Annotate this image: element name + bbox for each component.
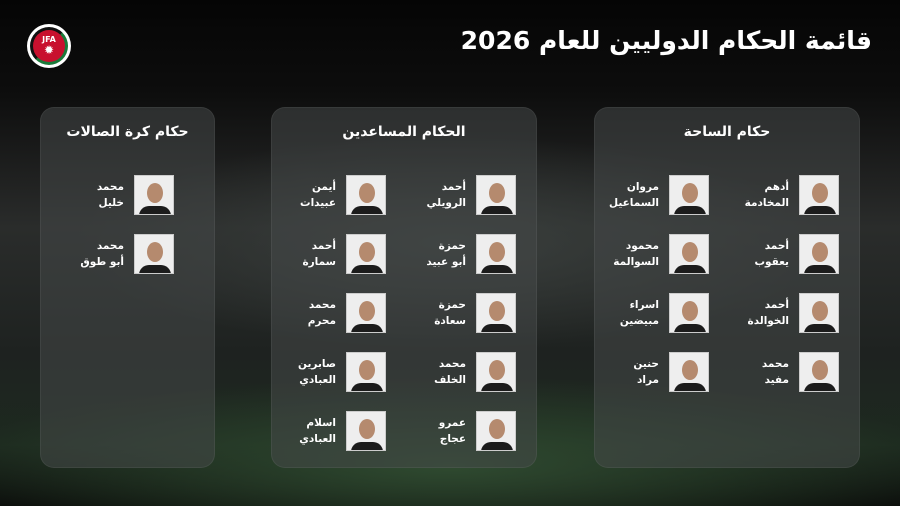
referee-photo — [476, 175, 516, 215]
referee-card: حنين مراد — [579, 352, 709, 392]
panel-futsal-referees: حكام كرة الصالات محمد خليل محمد أبو طوق — [40, 107, 215, 468]
referee-last-name: مفيد — [764, 374, 789, 386]
referee-first-name: محمود — [625, 240, 659, 252]
referee-last-name: السوالمة — [613, 256, 659, 268]
referee-first-name: محمد — [96, 181, 124, 193]
referee-photo — [346, 234, 386, 274]
referee-card: اسلام العبادي — [256, 411, 386, 451]
star-icon: ✹ — [43, 43, 55, 57]
referee-last-name: خليل — [98, 197, 124, 209]
referee-photo — [669, 234, 709, 274]
referee-photo — [476, 352, 516, 392]
referee-card: محمد محرم — [256, 293, 386, 333]
referee-first-name: أدهم — [764, 181, 789, 193]
referee-last-name: سمارة — [302, 256, 336, 268]
referee-photo — [134, 234, 174, 274]
referee-card: محمود السوالمة — [579, 234, 709, 274]
referee-card: محمد خليل — [44, 175, 174, 215]
referee-first-name: محمد — [438, 358, 466, 370]
referee-last-name: مبيضين — [619, 315, 659, 327]
panel-title: حكام الساحة — [683, 124, 771, 140]
panel-assistant-referees: الحكام المساعدين أحمد الرويلي أيمن عبيدات … — [271, 107, 537, 468]
referee-photo — [346, 293, 386, 333]
referee-last-name: عجاج — [439, 433, 466, 445]
referee-card: أحمد سمارة — [256, 234, 386, 274]
referee-photo — [799, 234, 839, 274]
referee-last-name: المخادمة — [744, 197, 789, 209]
referee-card: حمزة سعادة — [386, 293, 516, 333]
referee-card: محمد الخلف — [386, 352, 516, 392]
referee-card: أيمن عبيدات — [256, 175, 386, 215]
referee-last-name: أبو عبيد — [426, 256, 466, 268]
referee-last-name: الخلف — [434, 374, 466, 386]
referee-first-name: محمد — [96, 240, 124, 252]
referee-first-name: مروان — [626, 181, 659, 193]
panel-title: الحكام المساعدين — [342, 124, 466, 140]
referee-last-name: أبو طوق — [80, 256, 124, 268]
referee-photo — [476, 411, 516, 451]
referee-card: حمزة أبو عبيد — [386, 234, 516, 274]
referee-card: صابرين العبادي — [256, 352, 386, 392]
referee-photo — [476, 234, 516, 274]
referee-photo — [346, 411, 386, 451]
referee-card: مروان السماعيل — [579, 175, 709, 215]
referee-card: أدهم المخادمة — [709, 175, 839, 215]
panel-title: حكام كرة الصالات — [66, 124, 189, 140]
jfa-logo: JFA ✹ — [27, 24, 71, 68]
referee-card: عمرو عجاج — [386, 411, 516, 451]
referee-card: أحمد الرويلي — [386, 175, 516, 215]
referee-first-name: حنين — [633, 358, 659, 370]
referee-photo — [476, 293, 516, 333]
referee-card: اسراء مبيضين — [579, 293, 709, 333]
referee-last-name: الرويلي — [426, 197, 466, 209]
referee-first-name: محمد — [761, 358, 789, 370]
referee-card: أحمد يعقوب — [709, 234, 839, 274]
referee-photo — [799, 175, 839, 215]
referee-photo — [134, 175, 174, 215]
referee-last-name: العبادي — [299, 374, 336, 386]
referee-card: محمد أبو طوق — [44, 234, 174, 274]
referee-photo — [799, 352, 839, 392]
referee-photo — [669, 352, 709, 392]
referee-first-name: عمرو — [438, 417, 466, 429]
referee-photo — [669, 175, 709, 215]
referee-photo — [799, 293, 839, 333]
referee-first-name: أحمد — [764, 240, 789, 252]
referee-first-name: أيمن — [311, 181, 336, 193]
referee-first-name: صابرين — [298, 358, 336, 370]
referee-photo — [669, 293, 709, 333]
referee-photo — [346, 352, 386, 392]
referee-first-name: حمزة — [438, 240, 466, 252]
referee-last-name: محرم — [307, 315, 336, 327]
referee-card: أحمد الخوالدة — [709, 293, 839, 333]
referee-first-name: أحمد — [764, 299, 789, 311]
panel-field-referees: حكام الساحة أدهم المخادمة مروان السماعيل أ… — [594, 107, 860, 468]
referee-first-name: محمد — [308, 299, 336, 311]
referee-last-name: الخوالدة — [747, 315, 790, 327]
referee-last-name: مراد — [636, 374, 659, 386]
referee-first-name: اسراء — [629, 299, 659, 311]
referee-photo — [346, 175, 386, 215]
referee-last-name: السماعيل — [608, 197, 659, 209]
referee-last-name: يعقوب — [754, 256, 789, 268]
referee-first-name: اسلام — [306, 417, 336, 429]
referee-last-name: سعادة — [434, 315, 466, 327]
referee-first-name: أحمد — [441, 181, 466, 193]
page-title: قائمة الحكام الدوليين للعام 2026 — [460, 26, 872, 55]
referee-first-name: أحمد — [311, 240, 336, 252]
referee-last-name: عبيدات — [300, 197, 336, 209]
referee-card: محمد مفيد — [709, 352, 839, 392]
referee-first-name: حمزة — [438, 299, 466, 311]
referee-last-name: العبادي — [299, 433, 336, 445]
logo-text: JFA — [42, 35, 56, 44]
